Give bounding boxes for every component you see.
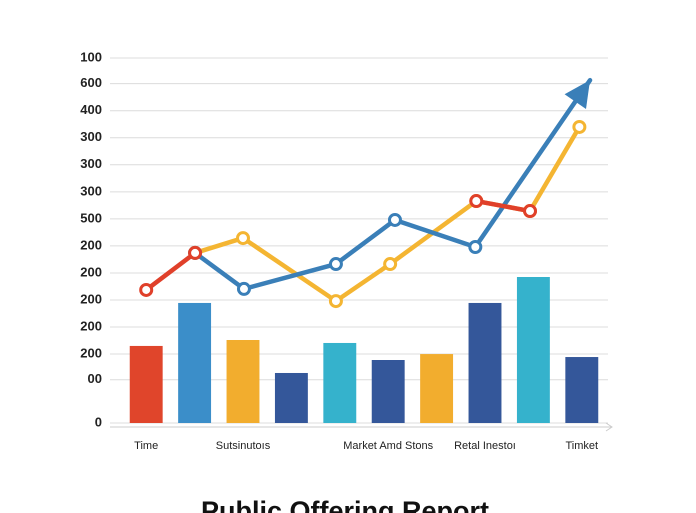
y-tick-label: 200 <box>80 291 102 306</box>
y-tick-label: 300 <box>80 129 102 144</box>
bar <box>274 372 308 423</box>
y-tick-label: 100 <box>80 49 102 64</box>
point <box>236 281 251 296</box>
arrow-head <box>564 80 591 109</box>
y-tick-label: 500 <box>80 210 102 225</box>
point <box>383 257 398 272</box>
point <box>328 257 343 272</box>
bar <box>565 357 599 423</box>
bar <box>129 345 163 423</box>
y-tick-label: 200 <box>80 264 102 279</box>
line <box>474 198 533 214</box>
point <box>387 212 402 227</box>
bar <box>468 302 502 423</box>
y-tick-label: 600 <box>80 75 102 90</box>
y-tick-label: 300 <box>80 156 102 171</box>
point <box>572 119 587 134</box>
y-tick-label: 200 <box>80 237 102 252</box>
line <box>143 250 198 293</box>
point <box>188 245 203 260</box>
point <box>139 282 154 297</box>
y-tick-label: 300 <box>80 183 102 198</box>
bar <box>420 354 454 423</box>
bar <box>178 302 212 423</box>
x-tick-label: Time <box>134 440 158 452</box>
x-tick-label: Retal Inestoı <box>454 440 516 452</box>
point <box>469 194 484 209</box>
x-tick-label: Market Amd Stons <box>343 440 433 452</box>
chart-title: Public Offering Report <box>201 496 489 513</box>
x-tick-label: Timket <box>566 440 599 452</box>
bar <box>371 360 405 423</box>
x-tick-label: Sutsinutoıs <box>216 440 271 452</box>
point <box>236 231 250 246</box>
y-tick-label: 00 <box>88 371 102 386</box>
bar <box>226 339 260 423</box>
line <box>192 124 582 304</box>
y-tick-label: 200 <box>80 345 102 360</box>
line <box>192 77 593 292</box>
x-axis-arrow <box>605 422 613 432</box>
y-tick-label: 0 <box>95 414 102 429</box>
bar <box>516 277 550 423</box>
bar <box>323 342 357 423</box>
y-tick-label: 400 <box>80 102 102 117</box>
point <box>523 204 538 219</box>
point <box>468 239 483 254</box>
point <box>328 294 343 309</box>
y-tick-label: 200 <box>80 318 102 333</box>
